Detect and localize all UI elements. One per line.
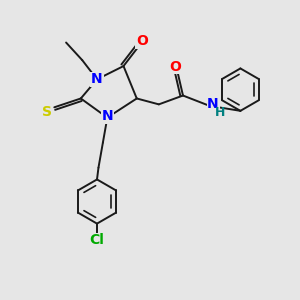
Text: H: H [214, 106, 225, 119]
Text: Cl: Cl [90, 233, 104, 248]
Text: N: N [91, 72, 103, 86]
Text: O: O [169, 60, 181, 74]
Text: N: N [207, 98, 219, 111]
Text: S: S [42, 105, 52, 119]
Text: O: O [136, 34, 148, 48]
Text: N: N [101, 109, 113, 123]
